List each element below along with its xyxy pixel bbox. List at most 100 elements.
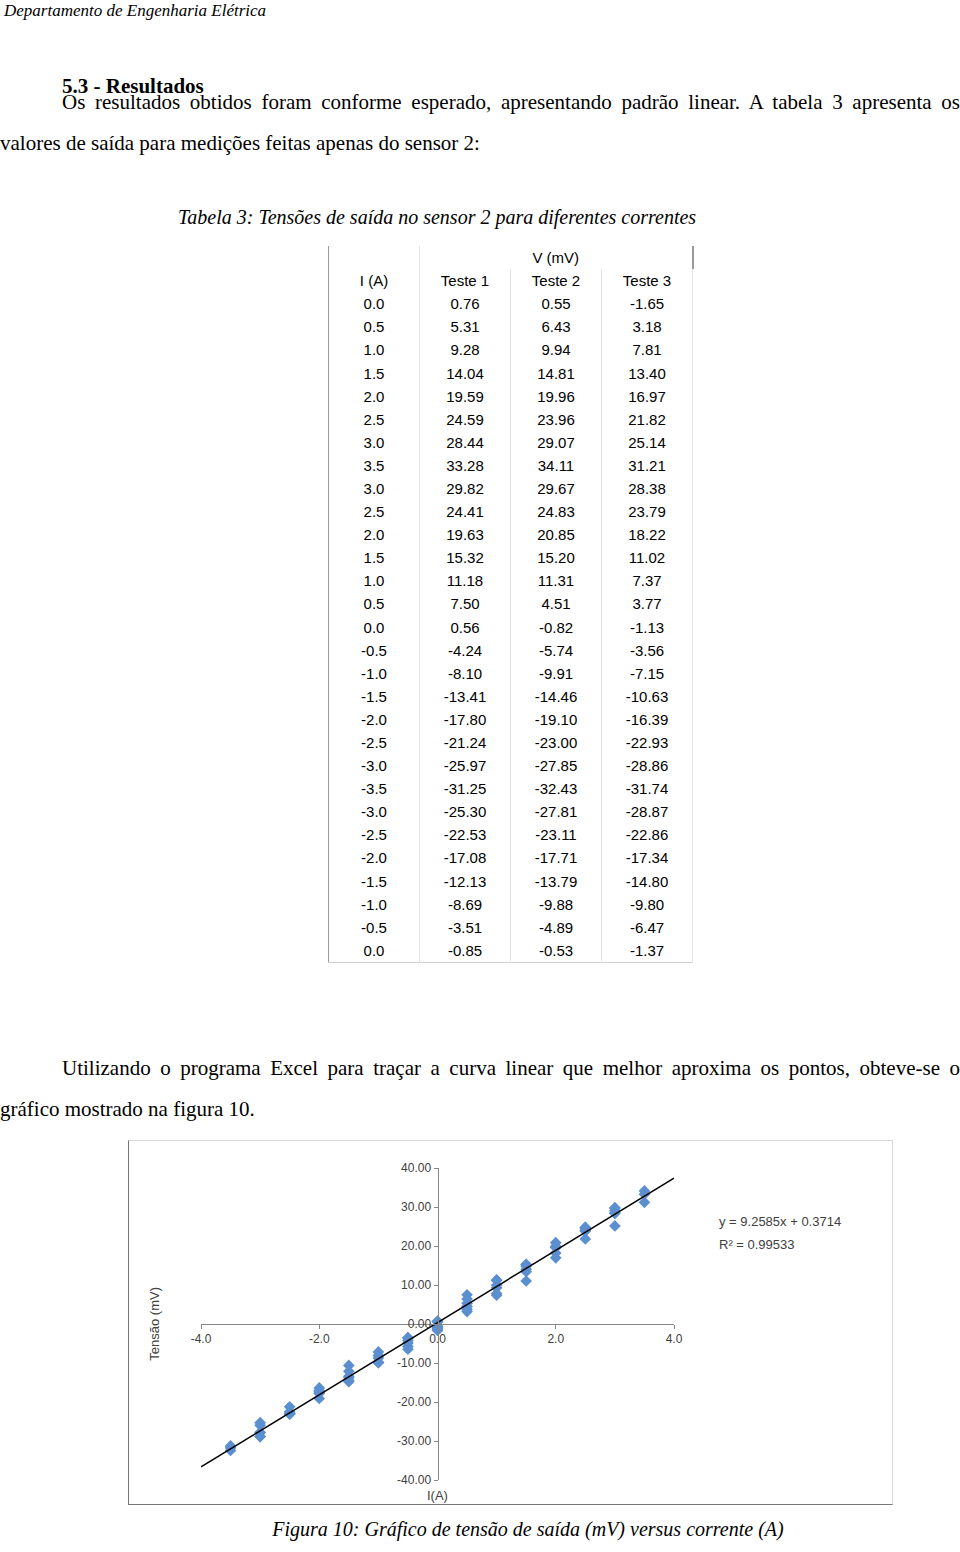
svg-text:30.00: 30.00 [401, 1200, 431, 1214]
html-text:0.76: 0.76 [450, 295, 480, 313]
html-text:3.77: 3.77 [632, 595, 662, 613]
html-text:28.44: 28.44 [446, 433, 484, 451]
html-text:19.96: 19.96 [537, 387, 575, 405]
html-text:-10.63: -10.63 [625, 687, 669, 705]
html-text:1.5: 1.5 [363, 364, 385, 382]
svg-text:40.00: 40.00 [401, 1161, 431, 1175]
html-text:-1.65: -1.65 [629, 295, 665, 313]
html-text:24.83: 24.83 [537, 503, 575, 521]
html-text:23.96: 23.96 [537, 410, 575, 428]
svg-text:0.0: 0.0 [429, 1332, 446, 1346]
svg-text:-4.0: -4.0 [191, 1332, 212, 1346]
html-text:-17.80: -17.80 [443, 710, 487, 728]
svg-text:-10.00: -10.00 [397, 1356, 431, 1370]
html-text:Departamento de Engenharia Elé: Departamento de Engenharia Elétrica [4, 1, 266, 20]
html-text:-7.15: -7.15 [629, 664, 665, 682]
svg-text:10.00: 10.00 [401, 1278, 431, 1292]
html-text:2.0: 2.0 [363, 526, 385, 544]
html-text:0.0: 0.0 [363, 295, 385, 313]
svg-text:0.00: 0.00 [408, 1317, 432, 1331]
html-text:14.04: 14.04 [446, 364, 484, 382]
html-text:24.41: 24.41 [446, 503, 484, 521]
svg-text:-30.00: -30.00 [397, 1434, 431, 1448]
html-text:0.5: 0.5 [363, 318, 385, 336]
html-text:Teste 2: Teste 2 [531, 272, 581, 290]
html-text:-13.41: -13.41 [443, 687, 487, 705]
html-text:1.0: 1.0 [363, 341, 385, 359]
html-text:5.3 - Resultados: 5.3 - Resultados [62, 74, 204, 98]
html-text:5.31: 5.31 [450, 318, 480, 336]
html-text:-1.13: -1.13 [629, 618, 665, 636]
html-text:-1.5: -1.5 [361, 687, 387, 705]
html-text:3.5: 3.5 [363, 456, 385, 474]
html-text:0.56: 0.56 [450, 618, 480, 636]
svg-text:-2.0: -2.0 [309, 1332, 330, 1346]
html-text:19.59: 19.59 [446, 387, 484, 405]
html-text:-5.74: -5.74 [538, 641, 574, 659]
html-text:34.11: 34.11 [537, 456, 575, 474]
html-text:23.79: 23.79 [628, 503, 666, 521]
html-text:24.59: 24.59 [446, 410, 484, 428]
svg-text:-20.00: -20.00 [397, 1395, 431, 1409]
html-text:11.18: 11.18 [446, 572, 484, 590]
svg-text:I(A): I(A) [427, 1488, 448, 1503]
html-text:Tabela 3: Tensões de saída no: Tabela 3: Tensões de saída no sensor 2 p… [178, 206, 697, 228]
svg-text:Tensão (mV): Tensão (mV) [147, 1287, 162, 1361]
html-text:33.28: 33.28 [446, 456, 484, 474]
svg-text:20.00: 20.00 [401, 1239, 431, 1253]
html-text:14.81: 14.81 [537, 364, 575, 382]
html-text:31.21: 31.21 [628, 456, 666, 474]
html-text:-16.39: -16.39 [625, 710, 669, 728]
html-text:1.5: 1.5 [363, 549, 385, 567]
html-text:3.18: 3.18 [632, 318, 662, 336]
html-text:-8.10: -8.10 [447, 664, 483, 682]
html-text:16.97: 16.97 [628, 387, 666, 405]
html-text:-9.91: -9.91 [538, 664, 574, 682]
html-text:21.82: 21.82 [628, 410, 666, 428]
html-text:Figura 10: Gráfico de tensão d: Figura 10: Gráfico de tensão de saída (m… [272, 1518, 784, 1540]
svg-text:R² = 0.99533: R² = 0.99533 [719, 1237, 795, 1252]
html-text:15.20: 15.20 [537, 549, 575, 567]
svg-text:2.0: 2.0 [547, 1332, 564, 1346]
html-text:9.28: 9.28 [450, 341, 480, 359]
html-text:29.07: 29.07 [537, 433, 575, 451]
html-text:3.0: 3.0 [363, 433, 385, 451]
html-text:20.85: 20.85 [537, 526, 575, 544]
html-text:Os resultados obtidos foram co: Os resultados obtidos foram conforme esp… [0, 90, 960, 155]
html-text:-19.10: -19.10 [534, 710, 578, 728]
html-text:-14.46: -14.46 [534, 687, 578, 705]
html-text:9.94: 9.94 [541, 341, 571, 359]
html-text:11.02: 11.02 [628, 549, 666, 567]
html-text:-0.5: -0.5 [361, 641, 387, 659]
svg-text:-40.00: -40.00 [397, 1473, 431, 1487]
html-text:-4.24: -4.24 [447, 641, 483, 659]
html-text:1.0: 1.0 [363, 572, 385, 590]
html-text:19.63: 19.63 [446, 526, 484, 544]
html-text:0.55: 0.55 [541, 295, 571, 313]
html-text:15.32: 15.32 [446, 549, 484, 567]
html-text:6.43: 6.43 [541, 318, 571, 336]
html-text:-1.0: -1.0 [361, 664, 387, 682]
html-text:0.5: 0.5 [363, 595, 385, 613]
svg-text:4.0: 4.0 [666, 1332, 683, 1346]
svg-text:y = 9.2585x + 0.3714: y = 9.2585x + 0.3714 [719, 1214, 841, 1229]
html-text:2.0: 2.0 [363, 387, 385, 405]
html-text:-3.56: -3.56 [629, 641, 665, 659]
html-text:Teste 1: Teste 1 [440, 272, 490, 290]
html-text:I (A): I (A) [359, 272, 389, 290]
html-text:11.31: 11.31 [537, 572, 575, 590]
html-text:25.14: 25.14 [628, 433, 666, 451]
html-text:4.51: 4.51 [541, 595, 571, 613]
html-text:7.50: 7.50 [450, 595, 480, 613]
html-text:7.81: 7.81 [632, 341, 662, 359]
html-text:Utilizando o programa Excel pa: Utilizando o programa Excel para traçar … [0, 1056, 960, 1121]
html-text:7.37: 7.37 [632, 572, 662, 590]
html-text:-0.82: -0.82 [538, 618, 574, 636]
html-text:2.5: 2.5 [363, 410, 385, 428]
html-text:Teste 3: Teste 3 [622, 272, 672, 290]
html-text:13.40: 13.40 [628, 364, 666, 382]
html-text:18.22: 18.22 [628, 526, 666, 544]
html-text:0.0: 0.0 [363, 618, 385, 636]
html-text:2.5: 2.5 [363, 503, 385, 521]
html-text:-2.0: -2.0 [361, 710, 387, 728]
